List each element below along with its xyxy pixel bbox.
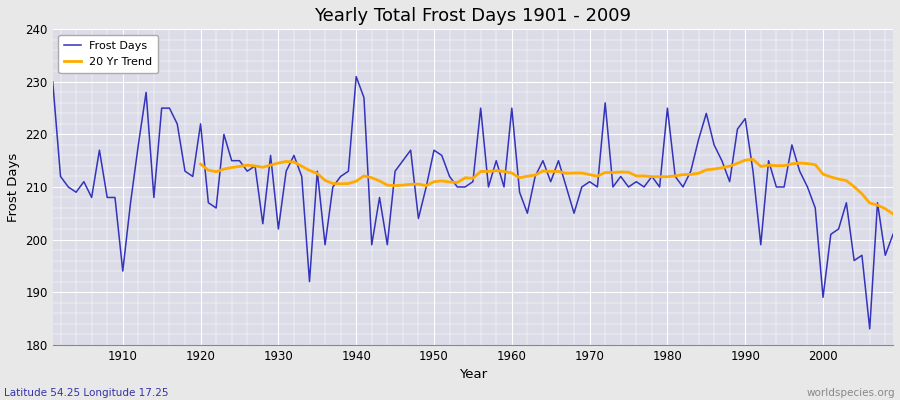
Text: Latitude 54.25 Longitude 17.25: Latitude 54.25 Longitude 17.25 <box>4 388 169 398</box>
20 Yr Trend <box>289 160 300 164</box>
X-axis label: Year: Year <box>459 368 487 381</box>
Frost Days <box>110 195 121 200</box>
Frost Days <box>281 169 292 174</box>
Title: Yearly Total Frost Days 1901 - 2009: Yearly Total Frost Days 1901 - 2009 <box>314 7 632 25</box>
20 Yr Trend <box>887 212 898 216</box>
Frost Days <box>864 326 875 331</box>
Y-axis label: Frost Days: Frost Days <box>7 152 20 222</box>
20 Yr Trend <box>748 157 759 162</box>
Frost Days <box>887 232 898 237</box>
Frost Days <box>351 74 362 79</box>
20 Yr Trend <box>678 172 688 177</box>
Frost Days <box>514 190 525 195</box>
20 Yr Trend <box>778 163 789 168</box>
20 Yr Trend <box>405 182 416 187</box>
20 Yr Trend <box>195 162 206 166</box>
Frost Days <box>608 184 618 189</box>
Line: 20 Yr Trend: 20 Yr Trend <box>201 159 893 214</box>
Legend: Frost Days, 20 Yr Trend: Frost Days, 20 Yr Trend <box>58 35 158 73</box>
Frost Days <box>328 184 338 189</box>
Line: Frost Days: Frost Days <box>53 76 893 329</box>
20 Yr Trend <box>795 161 806 166</box>
Text: worldspecies.org: worldspecies.org <box>807 388 896 398</box>
20 Yr Trend <box>864 200 875 205</box>
Frost Days <box>48 80 58 84</box>
Frost Days <box>507 106 517 110</box>
